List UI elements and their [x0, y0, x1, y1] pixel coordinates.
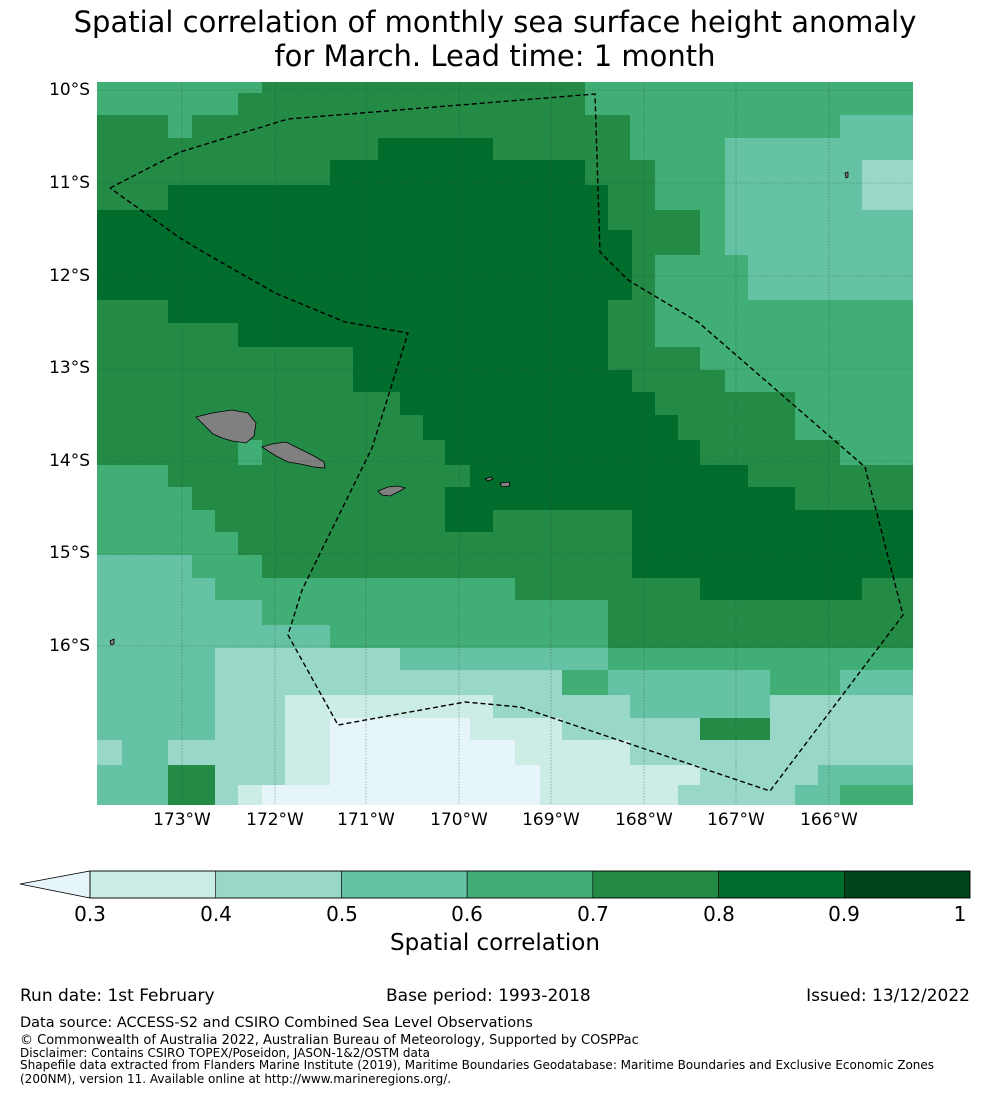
- colorbar-boxes: [89, 870, 971, 899]
- colorbar-swatch: [215, 870, 342, 899]
- title-line-2: for March. Lead time: 1 month: [274, 39, 716, 73]
- base-period: Base period: 1993-2018: [386, 986, 591, 1006]
- samoa-eez-boundary: [109, 93, 904, 792]
- lon-label-173W: 173°W: [153, 810, 211, 830]
- colorbar-tick: 0.4: [200, 902, 232, 926]
- copyright: © Commonwealth of Australia 2022, Austra…: [20, 1033, 639, 1048]
- region-sw-0.4: [97, 740, 122, 765]
- lat-label-15S: 15°S: [49, 543, 90, 563]
- colorbar-tick: 0.7: [577, 902, 609, 926]
- lat-label-13S: 13°S: [49, 358, 90, 378]
- lat-label-12S: 12°S: [49, 266, 90, 286]
- correlation-field: [97, 82, 913, 805]
- colorbar-under-arrow: [19, 870, 91, 899]
- lon-label-172W: 172°W: [246, 810, 304, 830]
- colorbar-tick: 0.9: [828, 902, 860, 926]
- disclaimer: Disclaimer: Contains CSIRO TOPEX/Poseido…: [20, 1046, 430, 1060]
- lat-label-11S: 11°S: [49, 173, 90, 193]
- colorbar-tick: 0.5: [326, 902, 358, 926]
- region-west-0.6: [97, 465, 238, 555]
- data-source: Data source: ACCESS-S2 and CSIRO Combine…: [20, 1015, 533, 1031]
- gridlines: [97, 82, 913, 805]
- lon-label-170W: 170°W: [430, 810, 488, 830]
- colorbar: [19, 870, 971, 899]
- colorbar-tick: 0.6: [451, 902, 483, 926]
- lat-label-14S: 14°S: [49, 451, 90, 471]
- colorbar-swatch: [592, 870, 719, 899]
- region-south-under: [285, 718, 540, 805]
- manua-island-1: [484, 476, 494, 482]
- colorbar-swatch: [466, 870, 594, 899]
- colorbar-frame: [89, 870, 971, 899]
- colorbar-tick: 1: [953, 902, 967, 926]
- shapefile-credit: Shapefile data extracted from Flanders M…: [20, 1058, 935, 1086]
- region-se-0.5: [795, 765, 913, 805]
- lon-label-166W: 166°W: [800, 810, 858, 830]
- region-south-0.5: [400, 648, 913, 740]
- region-ne-0.4: [862, 160, 913, 210]
- run-date: Run date: 1st February: [20, 986, 215, 1006]
- land: [109, 171, 849, 646]
- colorbar-tick: 0.3: [74, 902, 106, 926]
- colorbar-swatch: [718, 870, 845, 899]
- title-line-1: Spatial correlation of monthly sea surfa…: [73, 5, 917, 39]
- field-level-under: [262, 718, 540, 805]
- colorbar-swatch: [843, 870, 971, 899]
- lat-label-10S: 10°S: [49, 80, 90, 100]
- lon-label-168W: 168°W: [615, 810, 673, 830]
- colorbar-label: Spatial correlation: [390, 930, 600, 956]
- eez-boundaries: [109, 93, 904, 792]
- tutuila-island: [377, 485, 407, 497]
- colorbar-tick: 0.8: [703, 902, 735, 926]
- lon-label-169W: 169°W: [522, 810, 580, 830]
- region-nw-0.6: [97, 82, 262, 115]
- lon-label-171W: 171°W: [337, 810, 395, 830]
- rose-atoll: [109, 638, 115, 646]
- region-se-0.6: [840, 785, 913, 805]
- colorbar-swatch: [89, 870, 217, 899]
- lon-label-167W: 167°W: [707, 810, 765, 830]
- swains-island: [844, 171, 849, 179]
- issued-date: Issued: 13/12/2022: [806, 986, 970, 1006]
- manua-island-2: [499, 481, 511, 488]
- region-island-patch: [238, 440, 262, 465]
- colorbar-swatch: [341, 870, 468, 899]
- savaii-island: [195, 409, 257, 444]
- region-sw-under: [262, 785, 285, 805]
- lat-label-16S: 16°S: [49, 636, 90, 656]
- region-nw-notch: [168, 115, 192, 138]
